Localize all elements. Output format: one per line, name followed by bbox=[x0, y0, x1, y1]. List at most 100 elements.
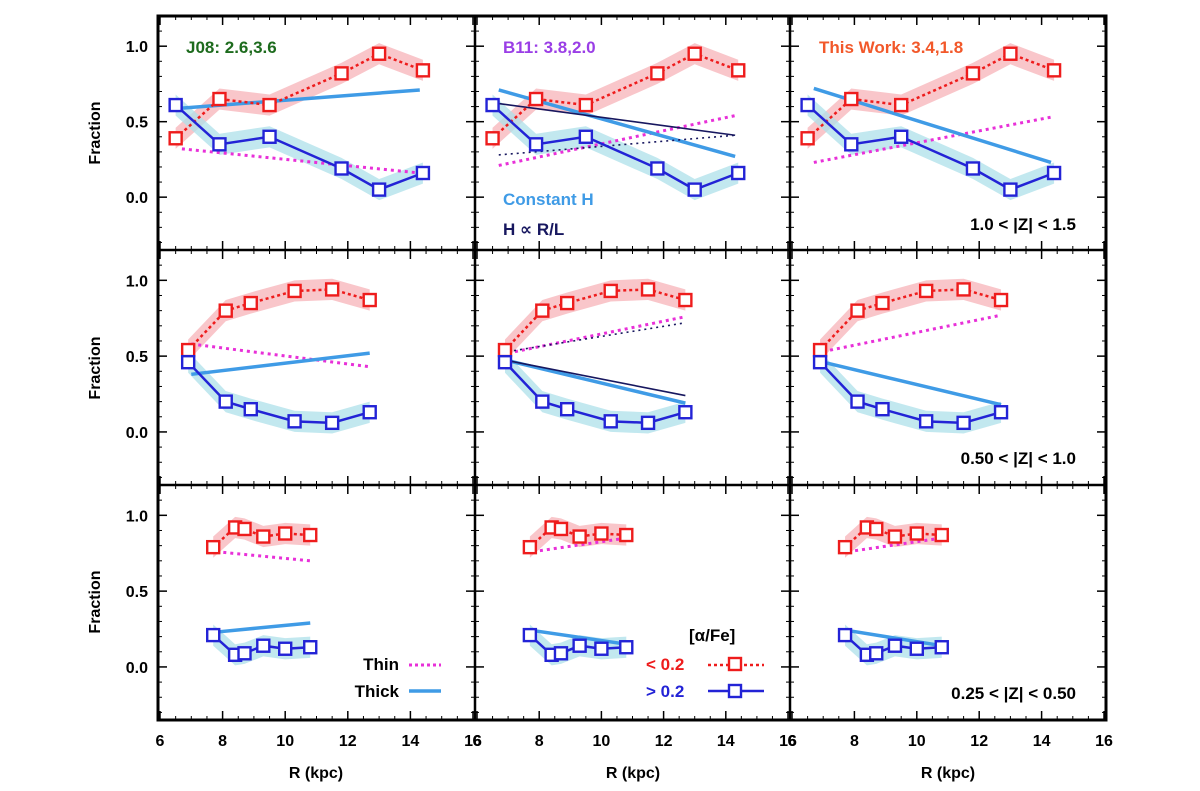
bottom-left-thick-model-line bbox=[216, 621, 311, 634]
z-range-bottom: 0.25 < |Z| < 0.50 bbox=[951, 684, 1076, 703]
top-left-y-tick-label: 1.0 bbox=[126, 39, 148, 56]
xlabel-col-3: R (kpc) bbox=[921, 765, 975, 782]
bottom-right-low-alpha-point bbox=[909, 526, 924, 541]
bottom-right-high-alpha-point bbox=[869, 646, 884, 661]
top-left-low-alpha-line bbox=[174, 52, 424, 140]
bottom-left-x-tick-label: 10 bbox=[276, 733, 294, 750]
top-right-high-alpha-point bbox=[1003, 182, 1018, 197]
bottom-left-low-alpha-point bbox=[237, 521, 252, 537]
top-left-low-alpha-point bbox=[415, 63, 431, 78]
bottom-right-high-alpha-point bbox=[909, 641, 924, 656]
bottom-left-high-alpha-point bbox=[256, 638, 271, 653]
bottom-left-y-tick-label: 0.0 bbox=[126, 660, 148, 677]
bottom-left-high-alpha-point bbox=[237, 646, 252, 661]
middle-middle-low-alpha-point bbox=[559, 295, 575, 311]
top-middle-low-alpha-point bbox=[485, 131, 500, 146]
legend-low-alpha-marker bbox=[727, 656, 743, 672]
top-right-low-alpha-band bbox=[807, 43, 1055, 149]
middle-middle-high-alpha-point bbox=[497, 354, 513, 370]
top-middle-high-alpha-point bbox=[485, 97, 500, 113]
top-right-high-alpha-point bbox=[965, 161, 981, 176]
bottom-right-x-tick-label: 16 bbox=[1095, 733, 1113, 750]
bottom-left-y-tick-label: 1.0 bbox=[126, 508, 148, 525]
middle-left-y-tick-label: 1.0 bbox=[126, 273, 148, 290]
middle-left-low-alpha-point bbox=[243, 295, 258, 311]
bottom-middle-low-alpha-point bbox=[594, 526, 609, 541]
middle-right-high-alpha-point bbox=[812, 354, 828, 370]
top-left-low-alpha-point bbox=[168, 131, 183, 146]
panel-grid: 0.00.51.00.00.51.00.00.51.06 8 10 12 14 166 8 1… bbox=[126, 14, 1113, 750]
top-middle-high-alpha-point bbox=[731, 165, 746, 181]
bottom-left-thin-model-line bbox=[216, 550, 311, 563]
bottom-right-x-tick-label: 8 bbox=[850, 733, 859, 750]
top-middle-low-alpha-point bbox=[578, 97, 594, 113]
top-middle-high-alpha-point bbox=[578, 129, 594, 144]
bottom-middle-low-alpha-point bbox=[619, 527, 634, 543]
bottom-left-x-tick-label: 12 bbox=[339, 733, 357, 750]
bottom-middle-x-tick-label: 6 bbox=[473, 733, 482, 750]
middle-right-low-alpha-point bbox=[812, 342, 828, 358]
title-this-work: This Work: 3.4,1.8 bbox=[819, 38, 963, 57]
bottom-right-low-alpha-point bbox=[869, 521, 884, 537]
bottom-right-x-tick-label: 12 bbox=[970, 733, 988, 750]
top-right-high-alpha-band bbox=[807, 94, 1055, 201]
top-left-low-alpha-point bbox=[334, 66, 349, 81]
bottom-left-low-alpha-point bbox=[278, 526, 293, 541]
middle-left-high-alpha-point bbox=[243, 401, 258, 417]
middle-middle-high-alpha-point bbox=[559, 401, 575, 417]
top-middle-thick-model-rl-line bbox=[498, 102, 736, 137]
top-middle-low-alpha-point bbox=[687, 46, 702, 61]
bottom-left-x-tick-label: 16 bbox=[464, 733, 482, 750]
top-left-high-alpha-point bbox=[212, 137, 227, 152]
title-b11: B11: 3.8,2.0 bbox=[503, 38, 596, 57]
bottom-right-thick-model-line bbox=[847, 628, 943, 648]
top-middle-low-alpha-line bbox=[491, 52, 739, 140]
middle-right-thin-model-line bbox=[822, 313, 1002, 354]
top-right-low-alpha-point bbox=[844, 91, 859, 107]
ylabel-row-3: Fraction bbox=[87, 570, 104, 633]
top-right-low-alpha-line bbox=[806, 52, 1055, 140]
middle-middle-thick-model-rl-line bbox=[507, 359, 686, 397]
middle-left-low-alpha-band bbox=[188, 278, 370, 361]
bottom-right-high-alpha-point bbox=[837, 627, 853, 643]
bottom-left-high-alpha-point bbox=[303, 640, 318, 655]
middle-right-high-alpha-point bbox=[875, 401, 890, 417]
middle-right-low-alpha-point bbox=[993, 292, 1009, 308]
top-left-y-tick-label: 0.0 bbox=[126, 190, 148, 207]
bottom-right-high-alpha-point bbox=[887, 638, 903, 653]
bottom-middle-low-alpha-point bbox=[572, 529, 587, 544]
legend-low-alpha-label: < 0.2 bbox=[646, 655, 684, 674]
top-right-high-alpha-line bbox=[806, 104, 1055, 191]
middle-middle-low-alpha-band bbox=[504, 278, 686, 361]
bottom-middle-x-tick-label: 10 bbox=[593, 733, 611, 750]
bottom-middle-thin-model-line bbox=[532, 536, 627, 554]
middle-right-low-alpha-point bbox=[956, 282, 971, 297]
legend-alpha-title: [α/Fe] bbox=[689, 626, 735, 645]
middle-middle-high-alpha-point bbox=[640, 415, 656, 431]
middle-left-low-alpha-point bbox=[287, 283, 302, 299]
legend-thick-label: Thick bbox=[355, 682, 400, 701]
middle-left-low-alpha-point bbox=[218, 303, 233, 318]
bottom-middle-high-alpha-point bbox=[594, 641, 609, 656]
middle-left-y-tick-label: 0.0 bbox=[126, 425, 148, 442]
middle-middle-high-alpha-point bbox=[603, 414, 618, 429]
bottom-right-x-tick-label: 6 bbox=[788, 733, 797, 750]
top-left-high-alpha-point bbox=[262, 129, 277, 144]
bottom-middle-x-tick-label: 14 bbox=[717, 733, 735, 750]
middle-left-high-alpha-point bbox=[324, 415, 340, 431]
top-left-low-alpha-point bbox=[262, 97, 277, 113]
bottom-middle-x-tick-label: 12 bbox=[655, 733, 673, 750]
middle-middle-low-alpha-point bbox=[603, 283, 618, 299]
middle-right-high-alpha-point bbox=[956, 415, 971, 431]
middle-left-y-tick-label: 0.5 bbox=[126, 349, 148, 366]
legend-high-alpha-marker bbox=[727, 683, 743, 699]
bottom-right-low-alpha-point bbox=[887, 529, 903, 544]
middle-middle-high-alpha-point bbox=[678, 405, 693, 420]
top-left-high-alpha-line bbox=[174, 104, 424, 191]
middle-middle-low-alpha-point bbox=[535, 303, 550, 318]
middle-right-high-alpha-point bbox=[850, 394, 865, 409]
top-middle-low-alpha-point bbox=[731, 63, 746, 78]
top-left-high-alpha-point bbox=[371, 182, 387, 197]
middle-left-low-alpha-point bbox=[362, 292, 377, 308]
